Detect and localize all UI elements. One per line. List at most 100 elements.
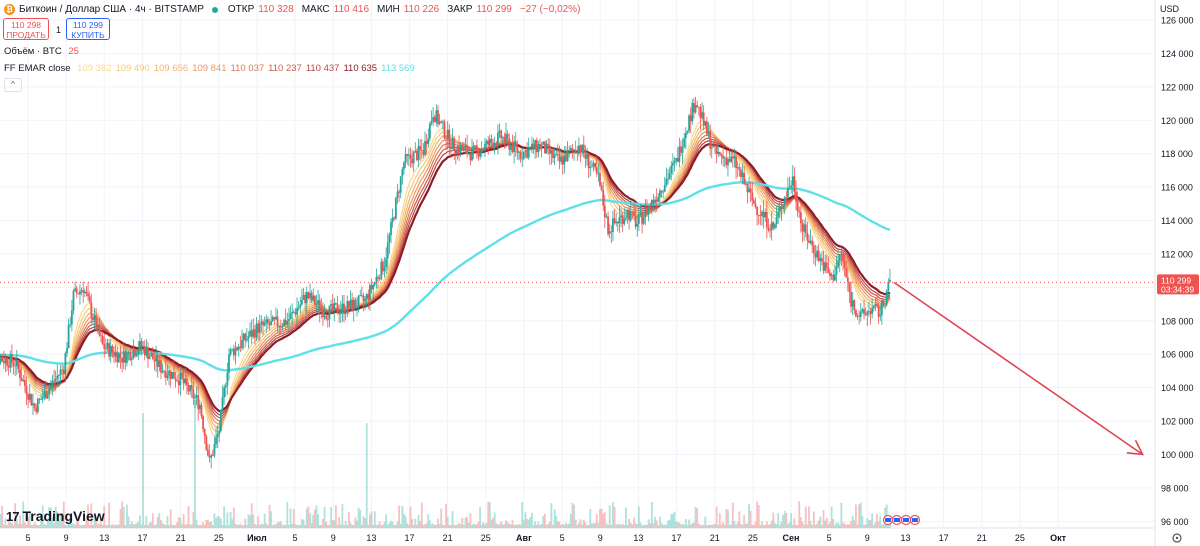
candle-body xyxy=(194,397,196,399)
candle-body xyxy=(809,240,812,243)
candle-body xyxy=(736,167,739,169)
candle-body xyxy=(626,209,629,219)
collapse-legend-button[interactable]: ^ xyxy=(4,78,22,92)
x-tick-label: Окт xyxy=(1050,533,1067,543)
volume-bar xyxy=(555,515,558,528)
candle-body xyxy=(519,151,522,159)
candle-body xyxy=(565,155,567,162)
buy-button[interactable]: 110 299 КУПИТЬ xyxy=(66,18,110,40)
volume-bar xyxy=(12,524,15,528)
candle-body xyxy=(87,293,89,297)
volume-legend[interactable]: Объём · BTC 25 xyxy=(4,46,79,57)
candle-body xyxy=(642,217,645,224)
volume-value: 25 xyxy=(68,46,79,57)
candle-body xyxy=(416,150,418,161)
volume-bar xyxy=(694,507,697,528)
volume-bar xyxy=(328,524,331,528)
ema-legend[interactable]: FF EMAR close 109 382 109 490 109 656 109 8… xyxy=(4,63,423,74)
volume-bar xyxy=(594,522,597,528)
volume-bar xyxy=(806,524,809,528)
volume-bar xyxy=(770,520,773,528)
candle-body xyxy=(725,157,728,166)
volume-bar xyxy=(628,518,631,528)
candle-body xyxy=(140,340,143,347)
volume-bar xyxy=(498,523,501,528)
candle-body xyxy=(370,285,373,290)
volume-bar xyxy=(840,502,843,528)
candle-body xyxy=(273,317,276,320)
candle-body xyxy=(853,300,856,310)
candle-body xyxy=(35,407,38,413)
volume-bar xyxy=(795,524,797,528)
candle-body xyxy=(652,200,655,204)
symbol-title[interactable]: Биткоин / Доллар США · 4ч · BITSTAMP xyxy=(19,4,204,15)
candle-body xyxy=(772,222,775,229)
sell-button[interactable]: 110 298 ПРОДАТЬ xyxy=(3,18,49,40)
volume-bar xyxy=(757,505,760,528)
volume-bar xyxy=(441,524,444,528)
candle-body xyxy=(803,224,805,232)
candle-body xyxy=(69,324,72,326)
candle-body xyxy=(715,146,718,154)
projection-arrow-shaft[interactable] xyxy=(893,281,1144,456)
candle-body xyxy=(681,147,684,153)
volume-bar xyxy=(130,521,133,528)
volume-bar xyxy=(156,517,159,528)
candle-body xyxy=(718,151,721,155)
volume-bar xyxy=(430,524,433,528)
x-tick-label: 13 xyxy=(900,533,910,543)
candle-body xyxy=(864,314,867,315)
candle-body xyxy=(424,140,426,156)
volume-bar xyxy=(535,524,538,528)
candle-body xyxy=(223,387,226,398)
volume-bar xyxy=(113,524,115,528)
volume-bar xyxy=(816,523,818,528)
volume-bar xyxy=(440,508,443,528)
volume-bar xyxy=(139,515,141,528)
volume-bar xyxy=(173,524,175,528)
candle-body xyxy=(451,138,454,149)
volume-bar xyxy=(722,522,724,528)
volume-bar xyxy=(659,516,661,528)
candle-body xyxy=(58,375,60,376)
candle-body xyxy=(660,190,663,193)
volume-bar xyxy=(184,524,187,528)
candle-body xyxy=(456,146,459,154)
volume-bar xyxy=(479,507,481,528)
projection-arrow-head[interactable] xyxy=(1126,439,1145,456)
volume-bar xyxy=(307,506,310,528)
volume-bar xyxy=(236,524,238,528)
candle-body xyxy=(49,384,52,389)
candle-body xyxy=(283,319,285,326)
candle-body xyxy=(117,353,120,363)
candle-body xyxy=(260,321,263,324)
volume-bar xyxy=(36,525,39,528)
volume-bar xyxy=(730,524,733,528)
volume-bar xyxy=(62,501,65,528)
candle-body xyxy=(767,227,770,230)
candle-body xyxy=(268,323,271,326)
volume-bar xyxy=(704,516,707,528)
currency-label[interactable]: USD xyxy=(1160,4,1180,14)
sell-price: 110 298 xyxy=(10,20,42,30)
candle-body xyxy=(90,302,93,318)
volume-bar xyxy=(283,524,285,528)
volume-bar xyxy=(310,523,313,528)
volume-bar xyxy=(17,523,20,528)
volume-bar xyxy=(534,521,537,528)
candle-body xyxy=(796,201,799,212)
candle-body xyxy=(463,147,465,150)
volume-bar xyxy=(845,524,848,528)
candle-body xyxy=(304,294,307,304)
candle-body xyxy=(155,355,157,362)
volume-bar xyxy=(453,524,456,528)
volume-bar xyxy=(861,515,864,528)
candle-body xyxy=(884,304,886,306)
candle-body xyxy=(526,150,528,158)
candle-body xyxy=(782,205,784,210)
settings-gear-icon[interactable] xyxy=(1172,533,1182,543)
volume-bar xyxy=(463,524,465,528)
volume-bar xyxy=(516,524,519,528)
candle-body xyxy=(43,391,46,398)
